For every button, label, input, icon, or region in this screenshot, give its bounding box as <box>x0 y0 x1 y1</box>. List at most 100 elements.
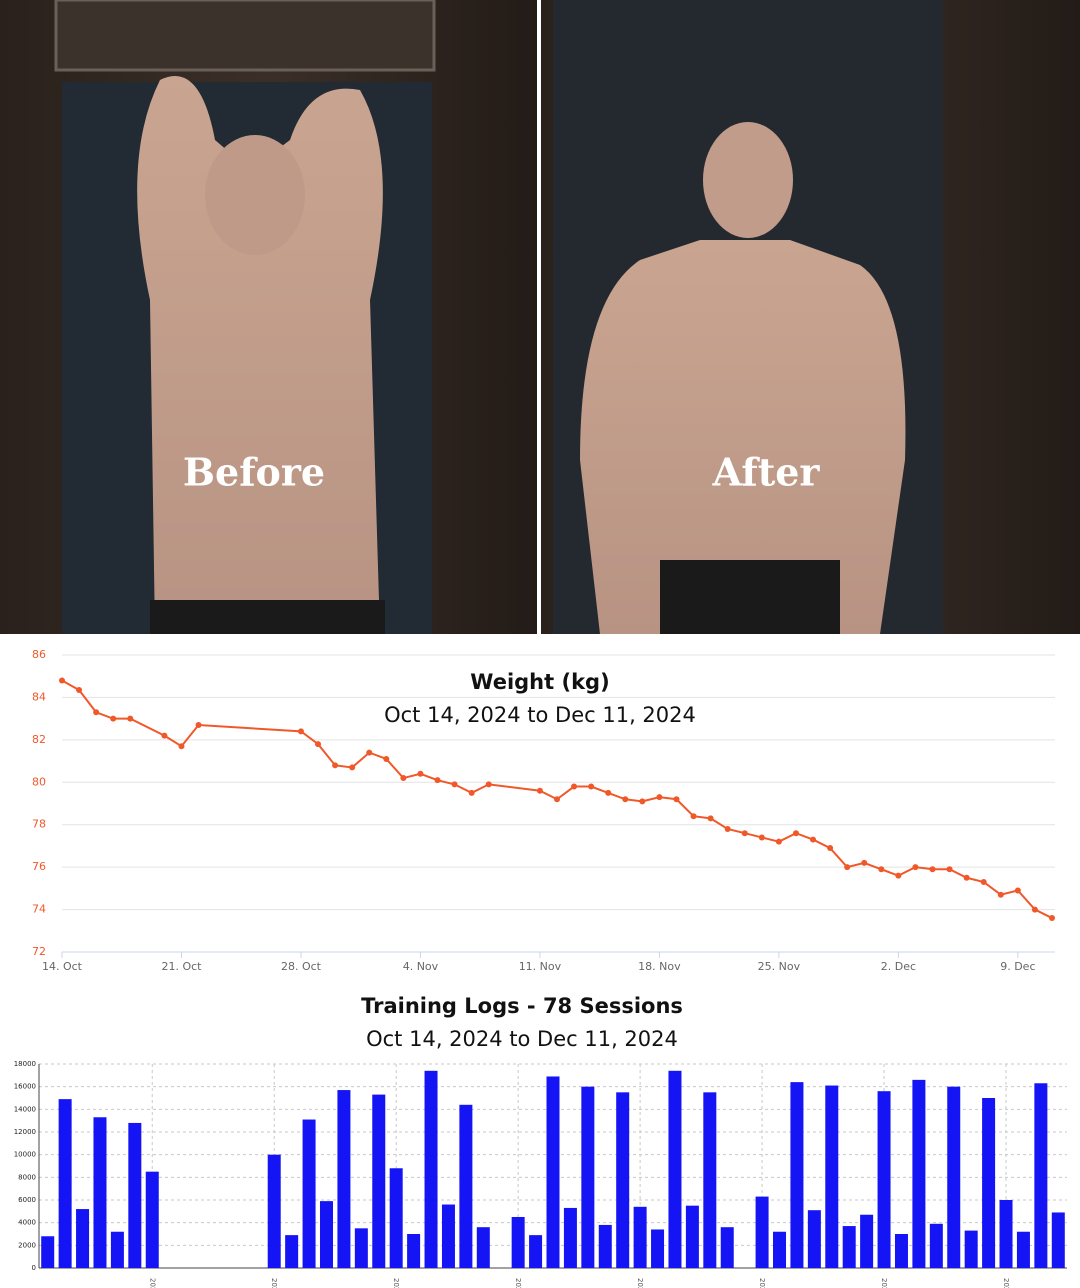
bar <box>598 1224 612 1268</box>
x-tick-label: 2024 <box>148 1278 156 1288</box>
bar <box>581 1086 595 1268</box>
bar <box>110 1231 124 1268</box>
weight-point <box>195 722 202 729</box>
weight-point <box>1031 906 1038 913</box>
chart-subtitle: Oct 14, 2024 to Dec 11, 2024 <box>384 703 696 727</box>
bar <box>145 1171 159 1268</box>
weight-point <box>810 836 817 843</box>
weight-point <box>400 775 407 782</box>
weight-point <box>673 796 680 803</box>
x-tick-label: 4. Nov <box>403 960 439 973</box>
bar <box>459 1104 473 1268</box>
weight-point <box>297 728 304 735</box>
x-tick-label: 9. Dec <box>1000 960 1035 973</box>
weight-point <box>895 872 902 879</box>
bar <box>407 1234 421 1268</box>
y-tick-label: 16000 <box>14 1083 36 1091</box>
x-tick-label: 11. Nov <box>519 960 562 973</box>
bar <box>860 1214 874 1268</box>
y-tick-label: 8000 <box>18 1173 36 1181</box>
y-tick-label: 80 <box>32 775 46 788</box>
x-tick-label: 2024 <box>514 1278 522 1288</box>
bar <box>529 1235 543 1268</box>
bar <box>302 1119 316 1268</box>
y-tick-label: 84 <box>32 690 46 703</box>
bar <box>720 1227 734 1268</box>
bar <box>685 1205 699 1268</box>
weight-point <box>741 830 748 837</box>
x-tick-label: 2024 <box>270 1278 278 1288</box>
bar <box>354 1228 368 1268</box>
bar <box>807 1210 821 1268</box>
bar <box>389 1168 403 1268</box>
before-photo <box>0 0 537 634</box>
weight-point <box>707 815 714 822</box>
x-tick-label: 14. Oct <box>42 960 83 973</box>
bar <box>842 1226 856 1268</box>
before-label: Before <box>183 450 325 495</box>
y-tick-label: 78 <box>32 818 46 831</box>
x-tick-label: 18. Nov <box>638 960 681 973</box>
bar <box>755 1196 769 1268</box>
weight-point <box>622 796 629 803</box>
weight-point <box>758 834 765 841</box>
bar <box>773 1231 787 1268</box>
bar <box>76 1209 90 1268</box>
bar <box>372 1094 386 1268</box>
chart-title: Training Logs - 78 Sessions <box>361 994 683 1018</box>
x-tick-label: 2024 <box>636 1278 644 1288</box>
bar <box>424 1070 438 1268</box>
x-tick-label: 28. Oct <box>281 960 322 973</box>
bar <box>929 1223 943 1268</box>
weight-point <box>76 687 83 694</box>
x-tick-label: 2024 <box>758 1278 766 1288</box>
bar <box>563 1207 577 1268</box>
weight-point <box>878 866 885 873</box>
weight-point <box>827 845 834 852</box>
chart-subtitle: Oct 14, 2024 to Dec 11, 2024 <box>366 1027 678 1051</box>
bar <box>1016 1231 1030 1268</box>
y-tick-label: 12000 <box>14 1128 36 1136</box>
bar <box>128 1122 142 1268</box>
weight-point <box>588 783 595 790</box>
weight-point <box>571 783 578 790</box>
weight-point <box>383 755 390 762</box>
weight-point <box>178 743 185 750</box>
weight-point <box>1014 887 1021 894</box>
bar <box>41 1236 55 1268</box>
x-tick-label: 25. Nov <box>758 960 801 973</box>
weight-point <box>861 859 868 866</box>
bar <box>947 1086 961 1268</box>
weight-point <box>417 770 424 777</box>
weight-point <box>946 866 953 873</box>
weight-point <box>929 866 936 873</box>
y-tick-label: 10000 <box>14 1151 36 1159</box>
bar <box>337 1090 351 1268</box>
weight-point <box>656 794 663 801</box>
weight-point <box>1049 915 1055 922</box>
weight-point <box>963 874 970 881</box>
bar <box>790 1082 804 1268</box>
weight-point <box>724 825 731 832</box>
y-tick-label: 86 <box>32 648 46 661</box>
y-tick-label: 6000 <box>18 1196 36 1204</box>
bar <box>964 1230 978 1268</box>
bar <box>703 1092 717 1268</box>
bar <box>58 1099 72 1268</box>
weight-point <box>554 796 560 803</box>
weight-point <box>349 764 356 771</box>
y-tick-label: 82 <box>32 733 46 746</box>
x-tick-label: 2. Dec <box>881 960 916 973</box>
bar <box>441 1204 455 1268</box>
y-tick-label: 18000 <box>14 1060 36 1068</box>
bar <box>1034 1083 1048 1268</box>
weight-point <box>468 789 475 796</box>
bar <box>668 1070 682 1268</box>
x-tick-label: 21. Oct <box>161 960 202 973</box>
bar <box>93 1117 107 1268</box>
weight-point <box>792 830 799 837</box>
weight-point <box>451 781 458 788</box>
weight-point <box>59 677 65 684</box>
weight-point <box>434 777 441 784</box>
